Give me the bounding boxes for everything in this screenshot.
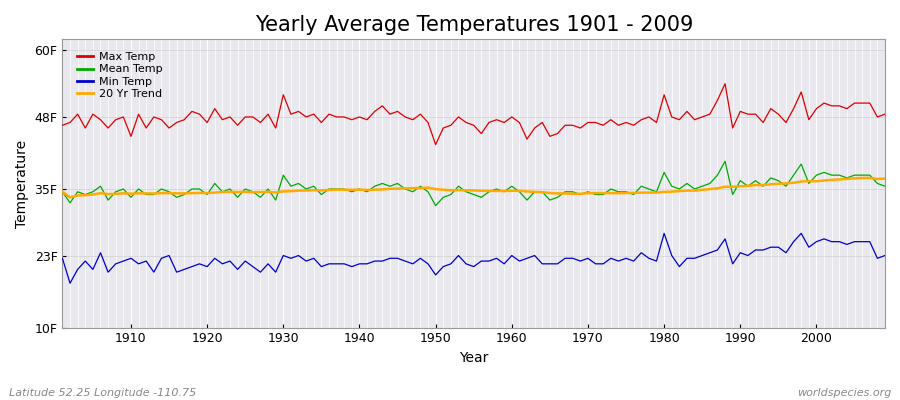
- Text: Latitude 52.25 Longitude -110.75: Latitude 52.25 Longitude -110.75: [9, 388, 196, 398]
- Legend: Max Temp, Mean Temp, Min Temp, 20 Yr Trend: Max Temp, Mean Temp, Min Temp, 20 Yr Tre…: [72, 48, 166, 103]
- Title: Yearly Average Temperatures 1901 - 2009: Yearly Average Temperatures 1901 - 2009: [255, 15, 693, 35]
- Y-axis label: Temperature: Temperature: [15, 139, 29, 228]
- X-axis label: Year: Year: [459, 351, 489, 365]
- Text: worldspecies.org: worldspecies.org: [796, 388, 891, 398]
